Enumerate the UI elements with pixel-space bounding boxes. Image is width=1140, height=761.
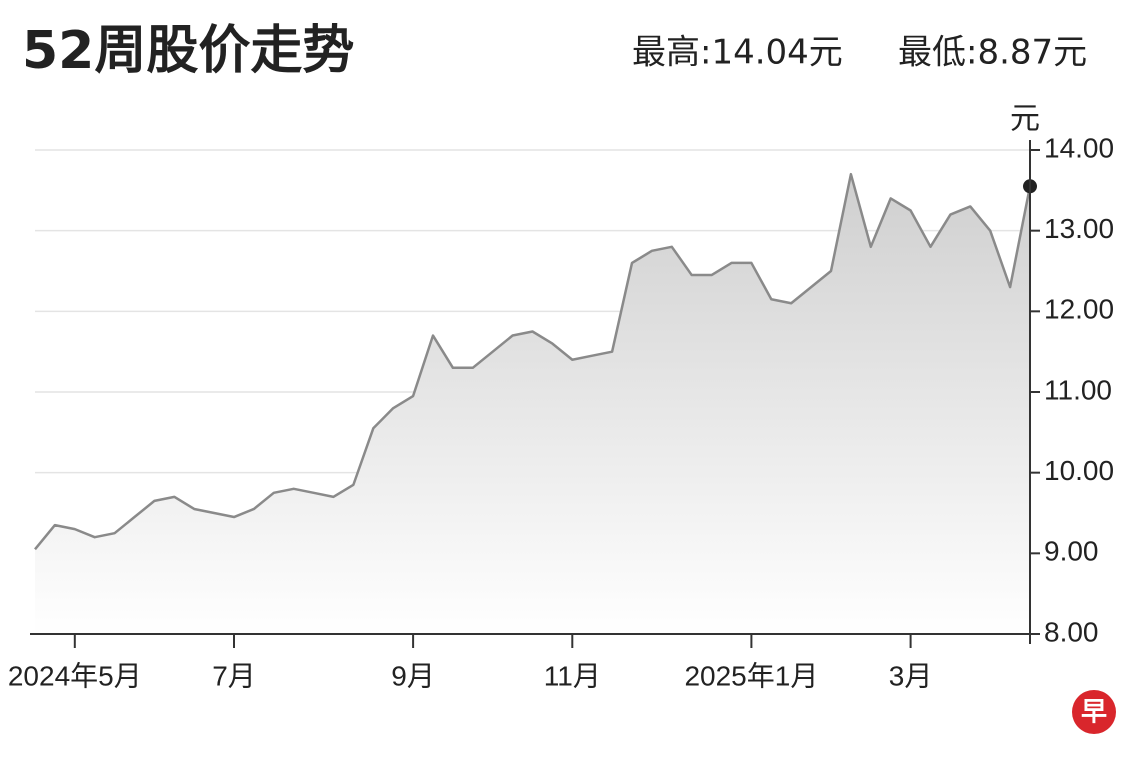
chart-title: 52周股价走势	[22, 21, 354, 81]
low-label: 最低:8.87元	[898, 33, 1087, 73]
area	[35, 174, 1030, 634]
logo: 早	[1081, 698, 1107, 728]
x-tick-label: 7月	[212, 660, 256, 691]
high-label: 最高:14.04元	[632, 33, 843, 73]
y-tick-label: 10.00	[1044, 455, 1114, 486]
x-tick-label: 2025年1月	[684, 660, 818, 691]
y-tick-label: 8.00	[1044, 616, 1099, 647]
y-tick-label: 11.00	[1044, 374, 1112, 405]
y-tick-label: 14.00	[1044, 132, 1114, 163]
y-unit: 元	[1010, 102, 1040, 137]
line	[34, 172, 1032, 551]
x-tick-label: 2024年5月	[8, 660, 142, 691]
y-tick-label: 12.00	[1044, 294, 1114, 325]
x-tick-label: 11月	[544, 660, 601, 691]
y-tick-label: 13.00	[1044, 213, 1114, 244]
logo-badge	[1072, 690, 1116, 734]
x-tick-label: 3月	[889, 660, 933, 691]
y-tick-label: 9.00	[1044, 536, 1099, 567]
x-tick-label: 9月	[391, 660, 435, 691]
